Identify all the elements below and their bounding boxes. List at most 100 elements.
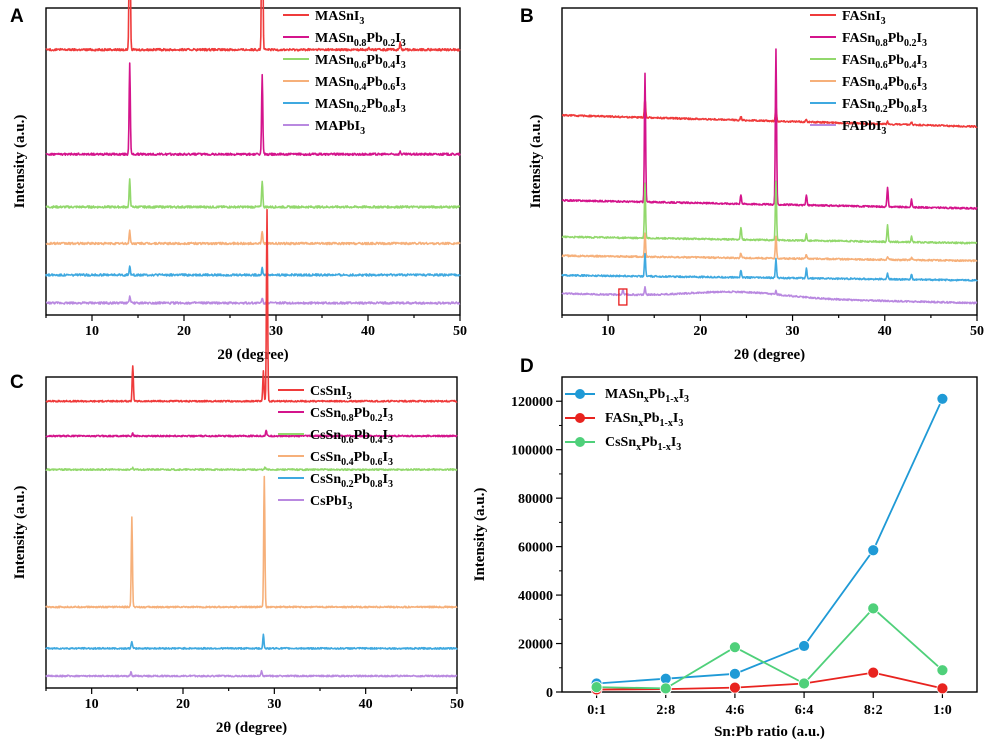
- legend-name: FASn: [605, 411, 638, 426]
- legend-marker: [575, 437, 585, 447]
- legend-mid: Pb: [366, 75, 383, 90]
- legend-end: I: [382, 472, 387, 487]
- data-point: [729, 681, 741, 694]
- legend-end: I: [679, 387, 684, 402]
- y-tick-label: 120000: [511, 395, 553, 410]
- legend-sub: 0.6: [875, 60, 888, 71]
- series-line-4: [561, 252, 978, 282]
- legend-name: MAPbI: [315, 119, 360, 134]
- legend-label: FASn0.4​Pb0.6​I3​: [842, 75, 927, 93]
- panel-A: A Intensity (a.u.) 2θ (degree) 10 20 30 40 50 MA…: [10, 0, 467, 363]
- legend-name: FASn: [842, 97, 875, 112]
- legend-label: FASn0.6​Pb0.4​I3​: [842, 53, 927, 71]
- legend-end: I: [395, 31, 400, 46]
- series-line-3: [45, 229, 461, 246]
- plot-frame: [45, 7, 461, 316]
- legend-label: MASn0.6​Pb0.4​I3​: [315, 53, 406, 71]
- legend-label: MAPbI3​: [315, 119, 365, 137]
- legend-label: FASnx​Pb1-x​I3​: [605, 411, 683, 429]
- series-line-3: [561, 232, 978, 263]
- legend-name: FASn: [842, 53, 875, 68]
- legend-mid: Pb: [888, 53, 905, 68]
- panel-letter: B: [520, 6, 534, 27]
- y-axis-label: Intensity (a.u.): [12, 486, 28, 580]
- series-line-5: [561, 285, 978, 305]
- legend-mid: Pb: [888, 75, 905, 90]
- x-tick-label: 30: [269, 324, 283, 339]
- legend-sub3: 3: [684, 394, 689, 405]
- y-axis-label: Intensity (a.u.): [528, 115, 544, 209]
- legend-mid: Pb: [649, 387, 666, 402]
- legend-sub2: 1-x: [660, 418, 673, 429]
- series-line-3: [45, 475, 458, 609]
- series-line-0: [45, 208, 458, 403]
- legend-sub2: 0.2: [904, 38, 917, 49]
- legend-sub3: 3: [401, 82, 406, 93]
- panel-C: C Intensity (a.u.) 2θ (degree) 10 20 30 40 50 Cs…: [10, 208, 464, 736]
- series-line-1: [596, 671, 943, 691]
- legend-sub: 0.4: [875, 82, 888, 93]
- legend-label: FAPbI3​: [842, 119, 886, 137]
- legend-end: I: [395, 97, 400, 112]
- series-line-1: [561, 48, 978, 210]
- data-point: [936, 682, 949, 695]
- legend-name: MASn: [315, 31, 354, 46]
- legend-sub3: 3: [676, 442, 681, 453]
- y-tick-label: 100000: [511, 444, 553, 459]
- y-tick-label: 60000: [518, 541, 553, 556]
- legend-label: CsSn0.6​Pb0.4​I3​: [310, 428, 393, 446]
- y-axis-label: Intensity (a.u.): [12, 115, 28, 209]
- legend-sub: 0.6: [341, 435, 354, 446]
- legend-end: I: [917, 53, 922, 68]
- legend-sub: 0.8: [354, 38, 367, 49]
- data-point: [798, 640, 810, 652]
- legend-sub2: 1-x: [665, 394, 678, 405]
- plot-frame: [45, 376, 458, 689]
- legend-sub3: 3: [922, 60, 927, 71]
- series-line-1: [45, 429, 458, 438]
- x-tick-label: 6:4: [795, 703, 814, 718]
- x-tick-label: 30: [267, 697, 281, 712]
- legend-label: MASn0.8​Pb0.2​I3​: [315, 31, 406, 49]
- legend-name: CsSnI: [310, 384, 347, 399]
- y-tick-label: 80000: [518, 492, 553, 507]
- legend-end: I: [382, 428, 387, 443]
- x-tick-label: 8:2: [864, 703, 883, 718]
- x-tick-label: 1:0: [933, 703, 952, 718]
- series-line-5: [45, 669, 458, 678]
- x-tick-label: 40: [359, 697, 373, 712]
- legend-sub: 3: [347, 501, 352, 512]
- x-tick-label: 20: [176, 697, 190, 712]
- legend-sub2: 0.8: [383, 104, 396, 115]
- legend-sub3: 3: [388, 413, 393, 424]
- data-point: [729, 667, 741, 680]
- plot-frame: [561, 7, 978, 316]
- legend-sub: 3: [881, 126, 886, 137]
- x-tick-label: 20: [693, 324, 707, 339]
- legend-name: MASn: [315, 97, 354, 112]
- annotation-box: [618, 288, 628, 306]
- legend-label: CsSnx​Pb1-x​I3​: [605, 435, 681, 453]
- data-point: [659, 682, 672, 695]
- x-tick-label: 50: [450, 697, 464, 712]
- legend-mid: Pb: [888, 97, 905, 112]
- legend-end: I: [382, 406, 387, 421]
- x-axis-label: Sn:Pb ratio (a.u.): [714, 724, 825, 740]
- legend-sub: 0.8: [875, 38, 888, 49]
- panel-letter: C: [10, 372, 24, 393]
- legend-mid: Pb: [641, 435, 658, 450]
- legend-sub2: 0.4: [383, 60, 396, 71]
- legend-sub: 0.6: [354, 60, 367, 71]
- series-line-5: [45, 295, 461, 305]
- legend-label: CsSn0.4​Pb0.6​I3​: [310, 450, 393, 468]
- legend-end: I: [917, 31, 922, 46]
- legend-end: I: [673, 411, 678, 426]
- series-line-2: [596, 607, 944, 690]
- legend-label: CsSnI3​: [310, 384, 352, 402]
- legend-sub: 0.2: [341, 479, 354, 490]
- panel-D: D Intensity (a.u.) Sn:Pb ratio (a.u.) 0:1 2:…: [472, 356, 978, 740]
- y-tick-label: 0: [546, 686, 553, 701]
- legend-end: I: [382, 450, 387, 465]
- legend-sub: 3: [881, 16, 886, 27]
- x-tick-label: 50: [970, 324, 984, 339]
